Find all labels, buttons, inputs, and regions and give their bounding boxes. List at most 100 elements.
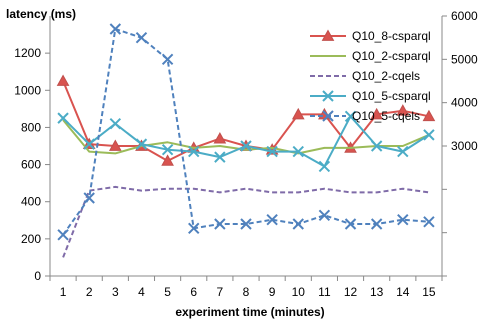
legend-label: Q10_5-csparql bbox=[352, 89, 431, 103]
right-y-tick-label: 3000 bbox=[451, 139, 478, 153]
legend-swatch-marker-stroke bbox=[322, 90, 334, 102]
data-point-q10-5-csparql bbox=[135, 138, 148, 150]
data-point-q10-5-cqels bbox=[188, 222, 200, 235]
data-point-q10-8-csparql bbox=[291, 107, 305, 120]
right-y-tick-label: 5000 bbox=[451, 52, 478, 66]
data-point-q10-5-cqels-stroke bbox=[240, 218, 252, 230]
x-tick-label: 3 bbox=[112, 285, 119, 299]
data-point-q10-5-cqels-stroke bbox=[109, 23, 122, 35]
legend-item-q10-5-cqels: Q10_5-cqels bbox=[310, 109, 420, 123]
legend-label: Q10_2-csparql bbox=[352, 49, 431, 63]
data-point-q10-5-csparql-stroke bbox=[423, 129, 435, 141]
data-point-q10-5-cqels bbox=[423, 216, 435, 228]
x-tick-label: 7 bbox=[217, 285, 224, 299]
data-point-q10-5-csparql bbox=[318, 160, 331, 173]
left-y-tick-label: 0 bbox=[34, 269, 41, 283]
x-tick-label: 5 bbox=[164, 285, 171, 299]
data-point-q10-5-cqels-stroke bbox=[370, 218, 383, 230]
x-axis-title: experiment time (minutes) bbox=[175, 305, 324, 319]
data-point-q10-5-csparql-stroke bbox=[83, 138, 95, 150]
data-point-q10-5-csparql-stroke bbox=[292, 145, 304, 158]
x-tick-label: 2 bbox=[86, 285, 93, 299]
legend-item-q10-2-cqels: Q10_2-cqels bbox=[310, 69, 420, 83]
data-point-q10-5-csparql bbox=[266, 145, 278, 158]
data-point-q10-5-cqels bbox=[214, 218, 226, 230]
series-q10-5-cqels bbox=[57, 23, 435, 241]
data-point-q10-5-cqels-stroke bbox=[161, 53, 174, 66]
legend-label: Q10_8-csparql bbox=[352, 29, 431, 43]
data-point-q10-5-csparql-stroke bbox=[370, 140, 383, 152]
data-point-q10-5-csparql-stroke bbox=[161, 144, 174, 156]
data-point-q10-5-csparql-stroke bbox=[397, 145, 409, 158]
left-y-tick-label: 1200 bbox=[14, 46, 41, 60]
left-y-tick-label: 800 bbox=[21, 120, 41, 134]
data-point-q10-5-csparql-stroke bbox=[240, 140, 252, 152]
data-point-q10-5-cqels bbox=[318, 209, 331, 222]
data-point-q10-5-cqels-stroke bbox=[135, 31, 148, 44]
data-point-q10-5-cqels-stroke bbox=[188, 222, 200, 235]
data-point-q10-5-csparql-stroke bbox=[266, 145, 278, 158]
data-point-q10-5-cqels bbox=[370, 218, 383, 230]
x-tick-label: 6 bbox=[190, 285, 197, 299]
right-y-tick-label: 4000 bbox=[451, 96, 478, 110]
x-tick-label: 4 bbox=[138, 285, 145, 299]
data-point-q10-8-csparql bbox=[422, 109, 436, 122]
series-line-q10-5-cqels bbox=[62, 28, 429, 236]
left-y-tick-label: 400 bbox=[21, 195, 41, 209]
data-point-q10-5-cqels bbox=[266, 213, 278, 226]
series-group bbox=[56, 23, 436, 258]
legend-swatch-marker bbox=[321, 29, 335, 41]
data-point-q10-5-csparql bbox=[214, 151, 226, 163]
left-y-tick-label: 1000 bbox=[14, 83, 41, 97]
data-point-q10-8-csparql bbox=[161, 154, 174, 166]
data-point-q10-5-cqels bbox=[109, 23, 122, 35]
data-point-q10-5-csparql bbox=[292, 145, 304, 158]
data-point-q10-5-cqels-stroke bbox=[266, 213, 278, 226]
legend-swatch-marker bbox=[322, 110, 334, 122]
data-point-q10-5-cqels bbox=[83, 192, 95, 204]
data-point-q10-5-cqels bbox=[161, 53, 174, 66]
data-point-q10-5-cqels-stroke bbox=[83, 192, 95, 204]
legend: Q10_8-csparql Q10_2-csparql Q10_2-cqels Q10… bbox=[310, 29, 431, 123]
data-point-q10-5-csparql-stroke bbox=[57, 112, 69, 124]
x-tick-label: 12 bbox=[344, 285, 358, 299]
data-point-q10-5-cqels-stroke bbox=[292, 218, 304, 230]
series-line-q10-2-cqels bbox=[62, 185, 430, 258]
x-tick-label: 10 bbox=[292, 285, 306, 299]
x-tick-label: 13 bbox=[370, 285, 384, 299]
left-y-tick-label: 600 bbox=[21, 158, 41, 172]
x-tick-label: 14 bbox=[396, 285, 410, 299]
data-point-q10-5-csparql bbox=[397, 145, 409, 158]
data-point-q10-5-cqels-stroke bbox=[214, 218, 226, 230]
series-q10-2-csparql bbox=[62, 119, 430, 155]
x-tick-label: 11 bbox=[318, 285, 331, 299]
series-q10-5-csparql bbox=[57, 110, 435, 173]
data-point-q10-5-csparql bbox=[83, 138, 95, 150]
series-q10-2-cqels bbox=[62, 185, 430, 258]
data-point-q10-5-cqels bbox=[292, 218, 304, 230]
data-point-q10-5-csparql bbox=[109, 118, 122, 130]
data-point-q10-8-csparql bbox=[56, 74, 70, 86]
data-point-q10-5-cqels-stroke bbox=[397, 213, 409, 226]
legend-item-q10-5-csparql: Q10_5-csparql bbox=[310, 89, 431, 103]
legend-label: Q10_2-cqels bbox=[352, 69, 420, 83]
data-point-q10-5-csparql-stroke bbox=[188, 145, 200, 158]
data-point-q10-5-csparql-stroke bbox=[344, 110, 357, 122]
data-point-q10-5-csparql bbox=[344, 110, 357, 122]
x-tick-label: 1 bbox=[60, 285, 67, 299]
data-point-q10-5-csparql-stroke bbox=[318, 160, 331, 173]
data-point-q10-8-csparql bbox=[370, 107, 384, 120]
data-point-q10-5-cqels-stroke bbox=[57, 229, 69, 241]
data-point-q10-5-csparql bbox=[57, 112, 69, 124]
data-point-q10-5-cqels-stroke bbox=[423, 216, 435, 228]
data-point-q10-5-csparql bbox=[423, 129, 435, 141]
data-point-q10-5-csparql bbox=[370, 140, 383, 152]
data-point-q10-5-csparql bbox=[161, 144, 174, 156]
data-point-q10-5-cqels-stroke bbox=[318, 209, 331, 222]
data-point-q10-5-csparql-stroke bbox=[109, 118, 122, 130]
data-point-q10-5-cqels bbox=[240, 218, 252, 230]
data-point-q10-5-cqels bbox=[344, 218, 357, 230]
